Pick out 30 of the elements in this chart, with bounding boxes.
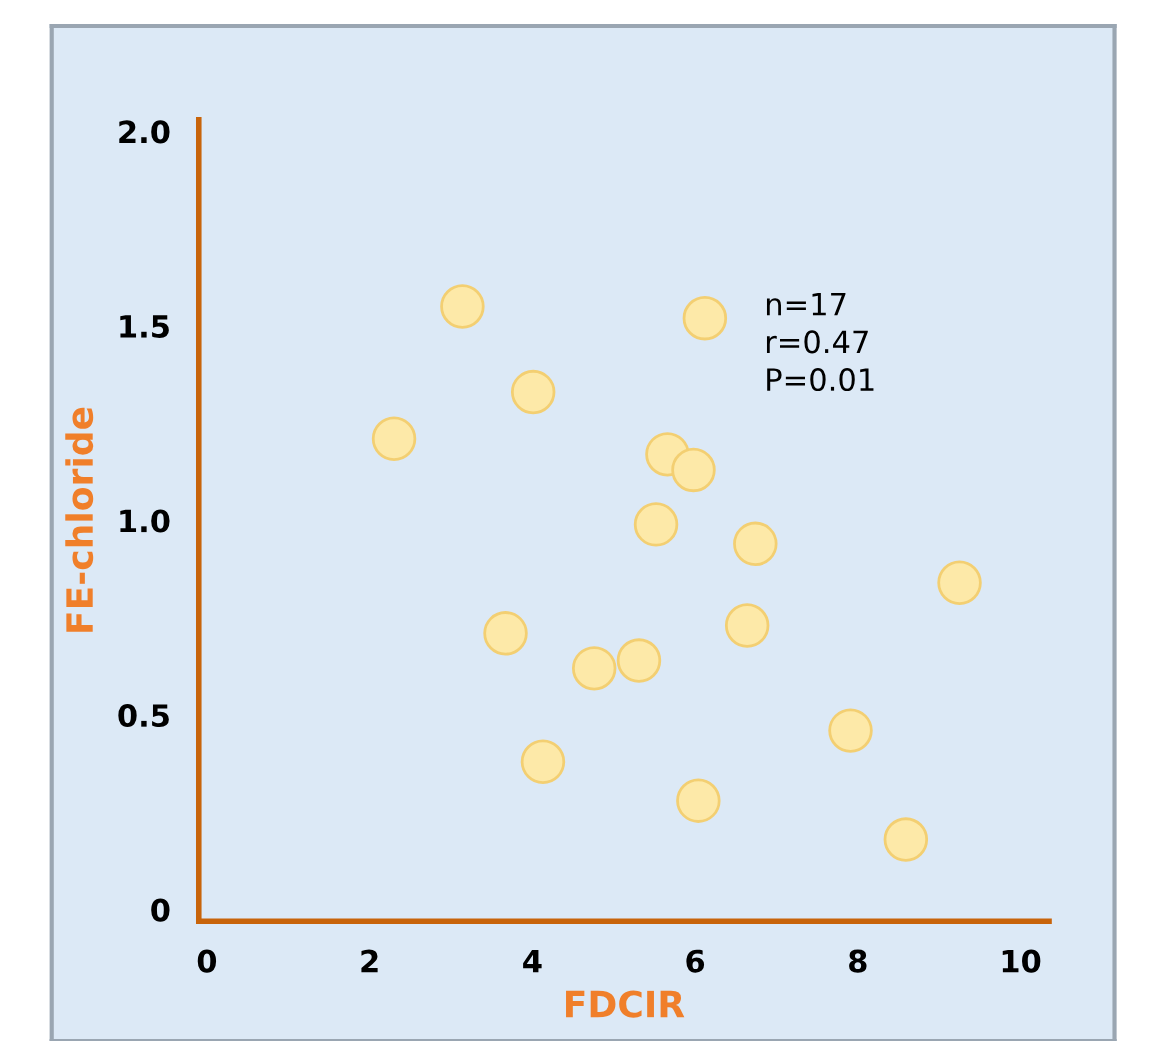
x-tick-label: 2 bbox=[361, 949, 378, 973]
point bbox=[633, 502, 679, 547]
y-axis-title: FE-chloride bbox=[65, 407, 94, 632]
x-tick-label: 0 bbox=[197, 949, 217, 973]
y-tick-label: 1.5 bbox=[120, 315, 169, 338]
annotation: n=17 r=0.47 P=0.01 bbox=[766, 292, 874, 392]
point bbox=[828, 708, 873, 753]
point bbox=[371, 416, 417, 462]
point bbox=[682, 295, 728, 341]
y-tick-label: 0.5 bbox=[118, 703, 169, 728]
point bbox=[733, 521, 778, 567]
y-tick-label: 0 bbox=[151, 898, 170, 922]
point bbox=[510, 369, 556, 415]
x-tick-label: 10 bbox=[1002, 949, 1041, 973]
x-tick-label: 8 bbox=[849, 949, 867, 973]
point bbox=[616, 638, 662, 683]
x-tick-label: 6 bbox=[686, 949, 705, 973]
point bbox=[937, 560, 982, 605]
x-axis-title: FDCIR bbox=[566, 990, 685, 1018]
point bbox=[483, 611, 528, 656]
y-tick-label: 2.0 bbox=[119, 120, 170, 144]
point bbox=[883, 817, 929, 862]
point bbox=[571, 646, 617, 691]
point bbox=[520, 739, 566, 784]
point bbox=[676, 778, 721, 823]
x-tick-label: 4 bbox=[523, 950, 542, 973]
y-tick-label: 1.0 bbox=[120, 509, 170, 533]
point bbox=[440, 284, 485, 329]
point bbox=[671, 447, 716, 493]
point bbox=[724, 603, 770, 648]
